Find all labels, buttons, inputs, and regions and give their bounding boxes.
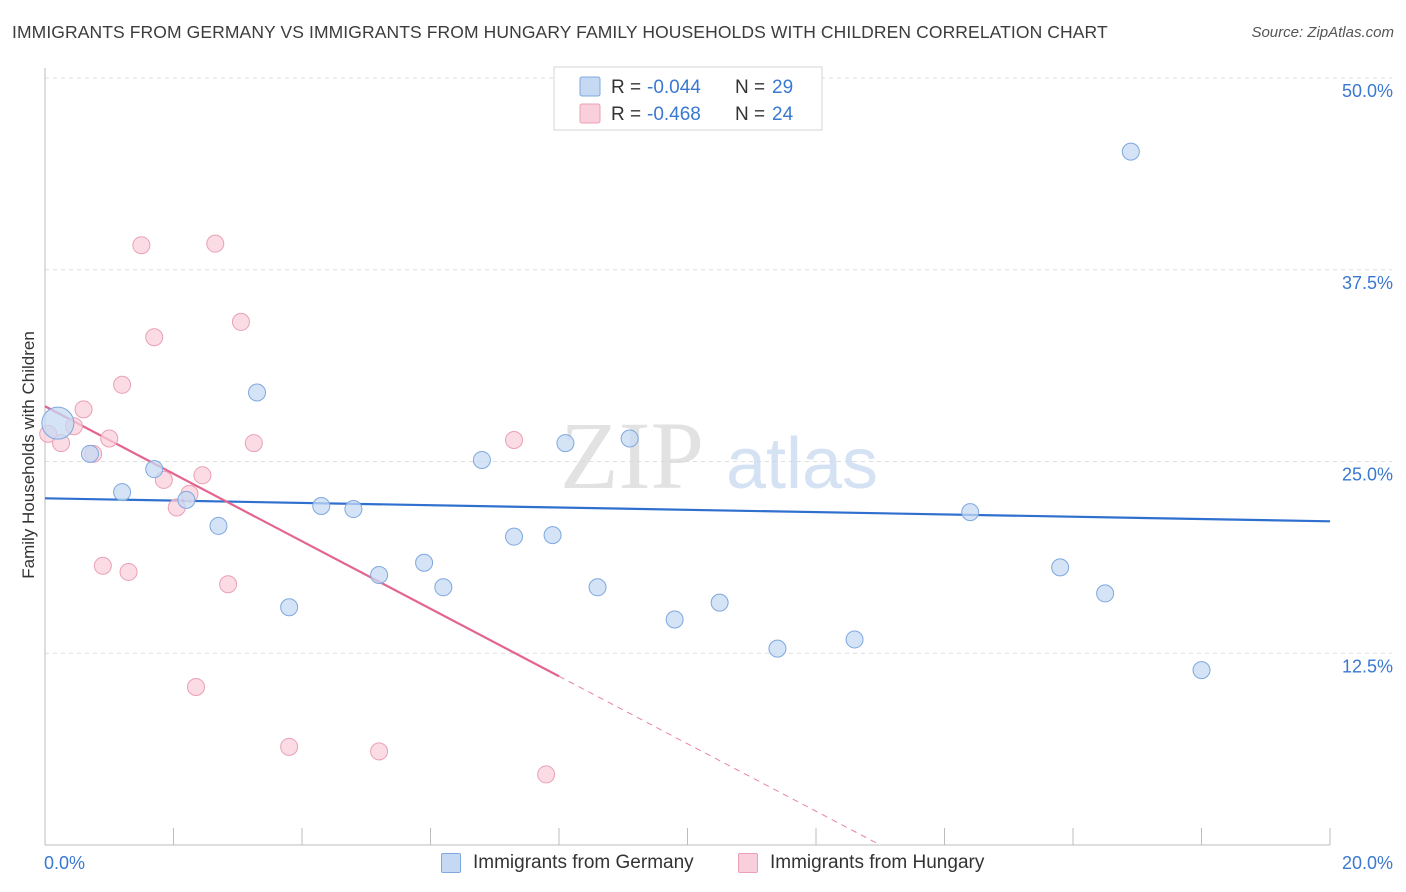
legend-r-value-hungary: -0.468 — [647, 104, 701, 125]
y-tick-label-2: 37.5% — [1342, 273, 1393, 293]
point-germany-20 — [710, 593, 729, 612]
legend-r-label-germany: R = — [611, 77, 641, 98]
series-legend: Immigrants from Germany Immigrants from … — [0, 852, 1406, 878]
point-germany-15 — [543, 526, 562, 545]
point-germany-8 — [312, 496, 331, 515]
legend-n-label-germany: N = — [735, 77, 765, 98]
point-hungary-23 — [537, 765, 556, 784]
point-germany-0 — [41, 406, 75, 440]
point-hungary-5 — [93, 556, 112, 575]
legend-n-label-hungary: N = — [735, 104, 765, 125]
point-germany-21 — [768, 639, 787, 658]
point-germany-3 — [145, 460, 164, 479]
point-hungary-21 — [370, 742, 389, 761]
legend-n-value-germany: 29 — [772, 77, 793, 98]
point-hungary-10 — [145, 328, 164, 347]
legend-swatch-hungary — [579, 103, 601, 124]
watermark-zip: ZIP — [560, 402, 704, 509]
point-hungary-14 — [186, 677, 205, 696]
legend-label-germany: Immigrants from Germany — [473, 852, 694, 873]
point-germany-10 — [370, 566, 389, 585]
point-hungary-6 — [100, 429, 119, 448]
point-hungary-15 — [193, 466, 212, 485]
point-germany-28 — [1192, 661, 1211, 680]
legend-r-value-germany: -0.044 — [647, 77, 701, 98]
legend-swatch-hungary-bottom — [738, 853, 758, 873]
legend-item-germany: Immigrants from Germany — [441, 852, 694, 874]
point-germany-11 — [415, 553, 434, 572]
point-germany-17 — [588, 578, 607, 597]
y-tick-label-1: 25.0% — [1342, 465, 1393, 485]
y-tick-label-3: 50.0% — [1342, 81, 1393, 101]
data-points — [39, 69, 1211, 784]
point-hungary-8 — [119, 562, 138, 581]
point-germany-6 — [248, 383, 267, 402]
legend-swatch-germany-bottom — [441, 853, 461, 873]
point-germany-14 — [505, 527, 524, 546]
point-germany-4 — [177, 490, 196, 509]
legend-n-value-hungary: 24 — [772, 104, 794, 125]
trend-lines — [44, 405, 1331, 846]
watermark-atlas: atlas — [726, 424, 878, 504]
point-hungary-16 — [206, 234, 225, 253]
legend-swatch-germany — [579, 76, 601, 97]
point-germany-5 — [209, 516, 228, 535]
point-germany-12 — [434, 578, 453, 597]
trend-line-hungary — [44, 405, 560, 678]
point-germany-16 — [556, 434, 575, 453]
point-germany-1 — [80, 444, 99, 463]
point-hungary-17 — [219, 575, 238, 594]
point-germany-25 — [1051, 558, 1070, 577]
trend-line-hungary-extension — [558, 675, 881, 846]
source-label: Source: ZipAtlas.com — [1251, 24, 1394, 41]
point-hungary-3 — [74, 400, 93, 419]
correlation-legend: R = -0.044 N = 29 R = -0.468 N = 24 — [553, 66, 823, 131]
y-tick-labels: 12.5% 25.0% 37.5% 50.0% — [1342, 81, 1393, 676]
y-tick-label-0: 12.5% — [1342, 656, 1393, 676]
axes — [44, 68, 1331, 846]
x-tick-label-min: 0.0% — [44, 853, 85, 873]
point-hungary-7 — [113, 375, 132, 394]
watermark: ZIP atlas — [560, 402, 878, 509]
point-hungary-9 — [132, 236, 151, 255]
trend-line-germany — [44, 497, 1331, 523]
point-hungary-20 — [280, 737, 299, 756]
point-germany-2 — [113, 483, 132, 502]
point-germany-23 — [845, 630, 864, 649]
point-germany-9 — [344, 500, 363, 519]
y-axis-label: Family Households with Children — [19, 331, 38, 579]
chart-title: IMMIGRANTS FROM GERMANY VS IMMIGRANTS FR… — [12, 22, 1108, 42]
legend-r-label-hungary: R = — [611, 104, 641, 125]
point-germany-26 — [1096, 584, 1115, 603]
legend-label-hungary: Immigrants from Hungary — [770, 852, 985, 873]
point-germany-27 — [1121, 142, 1140, 161]
point-germany-13 — [472, 450, 491, 469]
point-germany-24 — [961, 503, 980, 522]
gridlines — [45, 77, 1392, 654]
point-germany-19 — [665, 610, 684, 629]
point-germany-7 — [280, 598, 299, 617]
x-tick-label-max: 20.0% — [1342, 853, 1393, 873]
point-hungary-22 — [505, 431, 524, 450]
legend-item-hungary: Immigrants from Hungary — [738, 852, 984, 874]
point-hungary-19 — [244, 434, 263, 453]
point-germany-18 — [620, 429, 639, 448]
point-hungary-18 — [231, 312, 250, 331]
